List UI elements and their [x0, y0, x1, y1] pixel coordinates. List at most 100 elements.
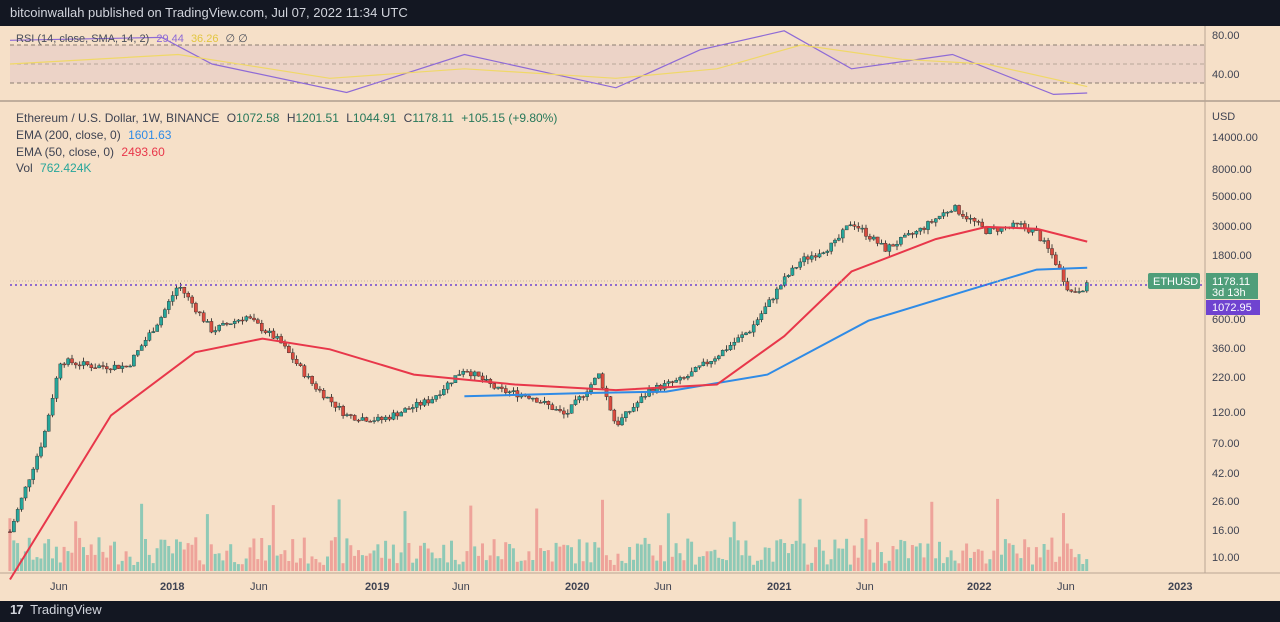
- candle-body: [418, 402, 423, 406]
- volume-bar: [264, 560, 267, 571]
- candle-body: [635, 402, 640, 408]
- candle-body: [306, 376, 311, 378]
- candle-body: [879, 242, 884, 245]
- y-tick-26: 26.00: [1212, 496, 1240, 508]
- candle-body: [736, 337, 740, 343]
- publish-header: bitcoinwallah published on TradingView.c…: [0, 0, 1280, 26]
- last-price: 1178.11: [1212, 276, 1250, 288]
- candle-body: [914, 230, 919, 235]
- candle-body: [430, 399, 435, 404]
- symbol-tag: ETHUSD: [1153, 276, 1198, 288]
- ema50-line: [9, 225, 1088, 581]
- volume-bar: [349, 545, 353, 571]
- candle-body: [349, 414, 353, 416]
- y-tick-120: 120.00: [1212, 407, 1246, 419]
- volume-bar: [887, 560, 891, 571]
- candle-body: [558, 409, 562, 412]
- candle-body: [1077, 291, 1081, 293]
- candle-body: [143, 340, 148, 346]
- candle-body: [209, 321, 214, 333]
- candle-body: [399, 412, 404, 417]
- volume-bar: [260, 538, 264, 571]
- candle-body: [267, 330, 272, 333]
- candle-body: [260, 323, 264, 332]
- volume-bar: [810, 562, 814, 571]
- volume-bar: [926, 543, 930, 571]
- volume-bar: [601, 499, 604, 571]
- volume-bar: [477, 555, 481, 571]
- candle-body: [1015, 222, 1019, 225]
- candle-body: [500, 386, 504, 389]
- y-tick-1800: 1800.00: [1212, 250, 1252, 262]
- candle-body: [872, 236, 876, 240]
- price-axis-ticks: 14000.00 8000.00 5000.00 3000.00 1800.00…: [1212, 132, 1258, 564]
- candle-body: [232, 321, 237, 324]
- candle-body: [593, 377, 597, 385]
- candle-body: [108, 368, 113, 371]
- candle-body: [693, 367, 698, 372]
- volume-bar: [550, 561, 554, 571]
- candle-body: [228, 323, 233, 325]
- volume-bar: [759, 559, 763, 571]
- volume-bar: [585, 542, 589, 571]
- volume-bar: [473, 546, 477, 571]
- candle-body: [848, 224, 853, 227]
- candle-body: [763, 306, 768, 314]
- volume-bar: [635, 543, 639, 571]
- candle-body: [8, 531, 12, 533]
- volume-bar: [1085, 559, 1089, 571]
- volume-bar: [508, 544, 512, 571]
- volume-bar: [291, 539, 295, 571]
- volume-bar: [713, 549, 717, 571]
- candle-body: [155, 324, 160, 332]
- candle-body: [197, 311, 202, 314]
- volume-bar: [333, 537, 337, 571]
- y-tick-42: 42.00: [1212, 468, 1240, 480]
- candle-body: [720, 350, 725, 357]
- candle-body: [786, 275, 791, 277]
- rsi-sma-value: 36.26: [191, 33, 219, 45]
- volume-bar: [225, 550, 229, 571]
- candle-body: [732, 342, 737, 346]
- y-tick-10: 10.00: [1212, 552, 1240, 564]
- change-value: +105.15 (+9.80%): [461, 111, 557, 125]
- volume-bar: [542, 551, 546, 571]
- volume-bar: [984, 563, 988, 571]
- symbol-legend: Ethereum / U.S. Dollar, 1W, BINANCE O107…: [16, 111, 557, 125]
- candle-body: [287, 346, 291, 353]
- candle-body: [937, 215, 942, 219]
- volume-bar: [965, 543, 969, 571]
- candle-body: [368, 421, 373, 423]
- volume-bar: [930, 501, 934, 571]
- candle-body: [759, 313, 764, 320]
- candle-body: [817, 253, 822, 258]
- volume-bar: [639, 544, 643, 571]
- volume-bar: [236, 564, 240, 571]
- candle-body: [244, 316, 249, 321]
- volume-bar: [221, 560, 225, 571]
- volume-bar: [775, 540, 779, 571]
- x-tick-2022: 2022: [967, 581, 991, 593]
- candle-body: [442, 389, 446, 395]
- candle-body: [922, 227, 926, 230]
- y-tick-70: 70.00: [1212, 438, 1240, 450]
- candles: [8, 204, 1089, 533]
- currency-label: USD: [1212, 111, 1235, 123]
- candle-body: [573, 399, 578, 405]
- candle-body: [569, 404, 574, 414]
- volume-bar: [380, 557, 384, 571]
- volume-bar: [748, 555, 752, 571]
- volume-bar: [105, 557, 109, 571]
- eth-weekly-chart[interactable]: RSI (14, close, SMA, 14, 2) 29.44 36.26 …: [0, 26, 1280, 601]
- tradingview-logo-icon: 17: [10, 602, 24, 617]
- volume-bar: [980, 550, 984, 571]
- volume-bar: [1034, 547, 1038, 571]
- candle-body: [291, 352, 295, 360]
- volume-bar: [608, 560, 612, 571]
- volume-bar: [395, 563, 399, 571]
- candle-body: [360, 417, 365, 421]
- volume-bar: [256, 559, 260, 571]
- y-tick-220: 220.00: [1212, 372, 1246, 384]
- candle-body: [1081, 290, 1085, 293]
- candle-body: [790, 267, 795, 276]
